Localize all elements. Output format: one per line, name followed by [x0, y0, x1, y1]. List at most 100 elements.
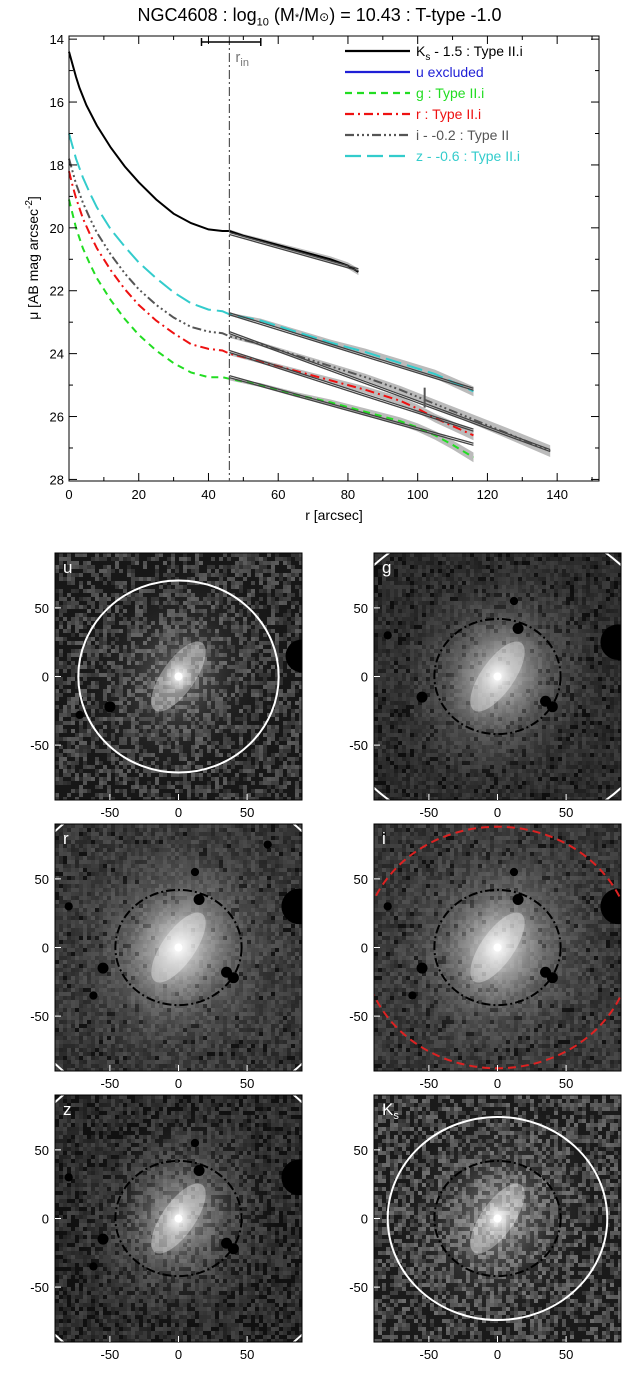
- star-mask: [509, 867, 519, 877]
- inner-ellipse: [433, 1159, 562, 1278]
- x-tick-label: 80: [341, 487, 355, 502]
- legend-label: i - -0.2 : Type II: [416, 127, 509, 143]
- legend-label: z - -0.6 : Type II.i: [416, 148, 520, 164]
- galaxy-core: [493, 943, 502, 952]
- galaxy-core: [174, 943, 183, 952]
- panel-y-tick-label: -50: [30, 738, 49, 753]
- star-mask: [281, 1159, 302, 1196]
- panel-y-tick-label: 0: [361, 1212, 368, 1227]
- series-fit-line: [229, 231, 359, 270]
- panel-y-tick-label: 0: [361, 670, 368, 685]
- series-line: [68, 133, 474, 393]
- y-tick-label: 28: [50, 472, 64, 487]
- series-fit-line: [229, 331, 551, 451]
- chart-title: NGC4608 : log10 (M*/M⊙) = 10.43 : T-type…: [0, 4, 639, 34]
- x-tick-label: 60: [271, 487, 285, 502]
- panel-x-tick-label: 0: [175, 1347, 182, 1362]
- star-mask: [512, 893, 524, 905]
- series-fit-line: [229, 377, 474, 446]
- panel-label: u: [63, 558, 72, 577]
- x-tick-label: 100: [407, 487, 429, 502]
- x-tick-label: 140: [546, 487, 568, 502]
- star-mask: [75, 710, 84, 720]
- panel-label: z: [63, 1100, 72, 1119]
- panel-y-tick-label: -50: [30, 1009, 49, 1024]
- legend-label: r : Type II.i: [416, 106, 481, 122]
- panel-y-tick-label: -50: [349, 1009, 368, 1024]
- image-panel-g: g -50 0 50 50 0 -50: [349, 552, 622, 820]
- panel-x-tick-label: 50: [559, 1347, 573, 1362]
- star-mask: [263, 840, 272, 849]
- series-fit-line: [229, 314, 474, 391]
- title-part-b: (M: [268, 5, 295, 25]
- series-fit-line: [229, 351, 474, 432]
- panel-x-tick-label: 0: [175, 805, 182, 820]
- star-mask: [281, 888, 302, 925]
- legend-label: Ks - 1.5 : Type II.i: [416, 43, 523, 63]
- star-mask: [190, 867, 200, 877]
- star-mask: [97, 1233, 109, 1245]
- inner-ellipse: [433, 888, 562, 1007]
- star-mask: [383, 902, 392, 911]
- y-axis-label-sup: -2: [24, 200, 35, 209]
- galaxy-core: [493, 672, 502, 681]
- panel-label: r: [63, 829, 69, 848]
- panel-x-tick-label: 0: [494, 805, 501, 820]
- panel-label: i: [382, 829, 386, 848]
- inner-ellipse: [433, 617, 562, 736]
- star-mask: [600, 888, 621, 925]
- star-mask: [64, 902, 73, 911]
- galaxy-core: [493, 1214, 502, 1223]
- x-tick-label: 20: [132, 487, 146, 502]
- legend-label: u excluded: [416, 64, 484, 80]
- x-tick-label: 40: [201, 487, 215, 502]
- panel-y-tick-label: 50: [354, 872, 368, 887]
- panel-y-tick-label: -50: [349, 1280, 368, 1295]
- series-fit-line: [229, 312, 474, 389]
- legend-label: g : Type II.i: [416, 85, 484, 101]
- series-line: [68, 170, 474, 437]
- x-axis-label: r [arcsec]: [305, 507, 363, 523]
- series-fit-line: [229, 349, 474, 430]
- y-tick-label: 24: [50, 347, 64, 362]
- title-part-a: NGC4608 : log: [137, 5, 257, 25]
- star-mask: [89, 1262, 98, 1271]
- panel-y-tick-label: 0: [42, 670, 49, 685]
- image-panel-i: i -50 0 50 50 0 -50: [349, 823, 622, 1091]
- panel-x-tick-label: 50: [559, 1076, 573, 1091]
- star-mask: [64, 1173, 73, 1182]
- panel-x-tick-label: 50: [240, 805, 254, 820]
- panel-x-tick-label: -50: [419, 1076, 438, 1091]
- profile-chart: 0 20 40 60 80 100 120 140 14 16 18 20 22 24 26 28 rin Ks…: [24, 32, 600, 523]
- panel-y-tick-label: 0: [42, 1212, 49, 1227]
- star-mask: [408, 991, 417, 1000]
- panel-x-tick-label: -50: [100, 1076, 119, 1091]
- panel-x-tick-label: 50: [559, 805, 573, 820]
- image-panel-u: u -50 0 50 50 0 -50: [30, 552, 303, 820]
- legend: Ks - 1.5 : Type II.iu excluded g : Type I…: [345, 43, 523, 164]
- series-line: [68, 199, 475, 459]
- y-axis-label-main: μ [AB mag arcsec: [25, 209, 41, 320]
- series-uncertainty-band: [229, 352, 474, 441]
- y-tick-label: 20: [50, 221, 64, 236]
- panel-label: Ks: [382, 1100, 399, 1122]
- image-panel-z: z -50 0 50 50 0 -50: [30, 1094, 303, 1362]
- panel-y-tick-label: 0: [361, 941, 368, 956]
- panel-y-tick-label: 50: [354, 601, 368, 616]
- image-panel-r: r -50 0 50 50 0 -50: [30, 823, 303, 1091]
- y-axis-label-close: ]: [25, 196, 41, 200]
- title-sub: 10: [256, 16, 269, 29]
- inner-ellipse: [114, 1159, 243, 1278]
- panel-y-tick-label: -50: [349, 738, 368, 753]
- title-star: *: [294, 12, 300, 24]
- panel-x-tick-label: -50: [100, 1347, 119, 1362]
- star-mask: [509, 596, 519, 606]
- panel-x-tick-label: 50: [240, 1076, 254, 1091]
- star-mask: [512, 622, 524, 634]
- series-line: [68, 51, 359, 273]
- title-part-c: /M: [299, 5, 320, 25]
- r-in-label: rin: [235, 49, 249, 69]
- star-mask: [97, 962, 109, 974]
- star-mask: [600, 624, 621, 661]
